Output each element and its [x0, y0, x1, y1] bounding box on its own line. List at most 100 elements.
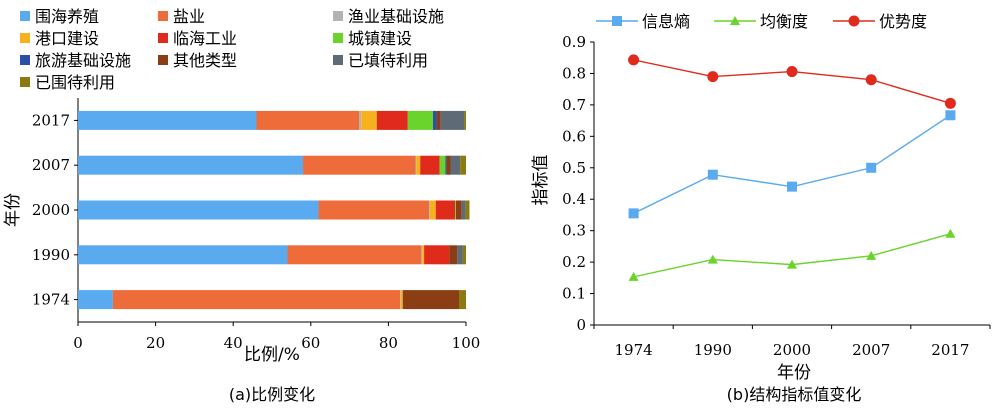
- line-y-tick-label-0-7: 0.7: [562, 96, 586, 114]
- line-legend-label-0: 信息熵: [642, 12, 690, 31]
- bar-segment-2017-3: [361, 110, 377, 130]
- line-series-0: [633, 114, 951, 215]
- line-y-axis-label: 指标值: [531, 155, 551, 206]
- bar-legend-swatch-5: [333, 33, 343, 43]
- line-x-tick-label-2007: 2007: [852, 341, 890, 359]
- bar-legend-swatch-8: [333, 55, 343, 65]
- bar-segment-2017-2: [359, 110, 362, 130]
- bar-segment-2017-0: [78, 110, 257, 130]
- bar-y-tick-label-2007: 2007: [32, 156, 70, 174]
- bar-legend-swatch-9: [20, 77, 30, 87]
- bar-x-tick-label-100: 100: [452, 334, 481, 352]
- bar-legend-swatch-6: [20, 55, 30, 65]
- line-y-tick-label-0-8: 0.8: [562, 64, 586, 82]
- bar-legend-label-1: 盐业: [173, 7, 205, 26]
- line-y-tick-label-0-4: 0.4: [562, 190, 586, 208]
- bar-segment-1990-8: [457, 245, 463, 265]
- bar-segment-2017-5: [407, 110, 434, 130]
- bar-segment-2017-8: [440, 110, 465, 130]
- bar-y-tick-label-1974: 1974: [32, 291, 70, 309]
- line-point-1-2007: [866, 250, 877, 260]
- line-point-0-1990: [707, 169, 718, 180]
- line-y-tick-label-0-1: 0.1: [562, 285, 586, 303]
- bar-legend-label-3: 港口建设: [35, 29, 99, 48]
- bar-segment-1990-4: [424, 245, 450, 265]
- bar-legend-swatch-7: [158, 55, 168, 65]
- bar-segment-1974-9: [459, 290, 466, 310]
- bar-segment-2007-4: [420, 155, 440, 175]
- bar-segment-2000-0: [78, 200, 319, 220]
- line-x-ticks: 1974 1990 2000 2007 2017: [593, 325, 991, 359]
- bar-segment-2000-3: [429, 200, 436, 220]
- bar-segment-2007-0: [78, 155, 304, 175]
- bar-legend-label-7: 其他类型: [173, 51, 237, 70]
- bar-segment-2000-8: [461, 200, 466, 220]
- line-point-0-2000: [787, 181, 797, 192]
- bar-legend-swatch-2: [333, 11, 343, 21]
- line-point-0-2007: [866, 162, 877, 173]
- bar-segment-2017-9: [464, 110, 466, 130]
- bar-segment-2007-3: [416, 155, 421, 175]
- line-y-tick-label-0-5: 0.5: [562, 159, 586, 177]
- bar-segment-1990-1: [287, 245, 422, 265]
- bar-segment-1990-0: [78, 245, 288, 265]
- bar-segment-2017-1: [256, 110, 360, 130]
- bar-segment-1974-1: [112, 290, 401, 310]
- bar-x-tick-label-80: 80: [379, 334, 398, 352]
- bar-legend-label-6: 旅游基础设施: [35, 51, 131, 70]
- bar-y-ticks: 2017 2007 2000 1990 1974: [32, 111, 78, 309]
- bar-segment-1990-9: [462, 245, 466, 265]
- line-legend-label-2: 优势度: [879, 12, 927, 31]
- bar-segment-1990-3: [422, 245, 425, 265]
- line-legend-marker-0: [612, 16, 622, 26]
- line-chart-series: [628, 54, 956, 281]
- bar-legend-label-0: 围海养殖: [35, 7, 99, 26]
- bar-segment-1974-3: [400, 290, 403, 310]
- bar-legend-label-8: 已填待利用: [348, 51, 428, 70]
- bar-legend-swatch-1: [158, 11, 168, 21]
- bar-segment-2000-2: [429, 200, 430, 220]
- line-y-tick-label-0-3: 0.3: [562, 222, 586, 240]
- bar-segment-1990-7: [449, 245, 458, 265]
- line-y-tick-label-0-6: 0.6: [562, 127, 586, 145]
- bar-legend-swatch-0: [20, 11, 30, 21]
- line-y-tick-label-0: 0: [576, 316, 586, 334]
- line-point-1-2000: [787, 259, 797, 269]
- bar-segment-1974-2: [400, 290, 401, 310]
- bar-x-tick-label-20: 20: [146, 334, 165, 352]
- line-legend-label-1: 均衡度: [760, 12, 808, 31]
- bar-segment-2007-1: [303, 155, 416, 175]
- bar-segment-2000-7: [455, 200, 462, 220]
- bar-legend-label-2: 渔业基础设施: [348, 7, 444, 26]
- bar-x-tick-label-40: 40: [224, 334, 243, 352]
- line-x-tick-label-2000: 2000: [773, 341, 811, 359]
- line-y-ticks: 0 0.1 0.2 0.3 0.4 0.5 0.6 0.7 0.8 0.9: [562, 33, 594, 334]
- bar-legend-swatch-3: [20, 33, 30, 43]
- line-series-1: [633, 233, 951, 278]
- bar-x-axis-label: 比例/%: [244, 345, 300, 365]
- bar-y-axis-label: 年份: [3, 193, 23, 227]
- line-chart-panel: 信息熵 均衡度 优势度 0 0.1 0.2 0.3 0.4 0.5 0.6 0.7 0.8 0.9 1…: [531, 12, 991, 404]
- bar-chart-caption: (a)比例变化: [229, 385, 315, 404]
- line-point-2-2000: [786, 66, 798, 78]
- bar-x-tick-label-0: 0: [73, 334, 83, 352]
- bar-segment-2017-6: [433, 110, 437, 130]
- line-point-0-2017: [945, 110, 956, 121]
- line-point-2-1990: [707, 71, 719, 83]
- bar-segment-2007-5: [439, 155, 446, 175]
- bar-x-tick-label-60: 60: [301, 334, 320, 352]
- line-point-2-2017: [944, 97, 956, 109]
- line-x-tick-label-2017: 2017: [931, 341, 969, 359]
- bar-legend-swatch-4: [158, 33, 168, 43]
- bar-segment-2017-7: [436, 110, 441, 130]
- bar-y-tick-label-2017: 2017: [32, 111, 70, 129]
- line-legend-marker-2: [848, 15, 860, 27]
- line-point-2-2007: [865, 74, 877, 86]
- bar-y-tick-label-1990: 1990: [32, 246, 70, 264]
- line-chart-axes: [593, 42, 990, 326]
- bar-legend-label-4: 临海工业: [173, 29, 237, 48]
- bar-segment-2017-4: [376, 110, 408, 130]
